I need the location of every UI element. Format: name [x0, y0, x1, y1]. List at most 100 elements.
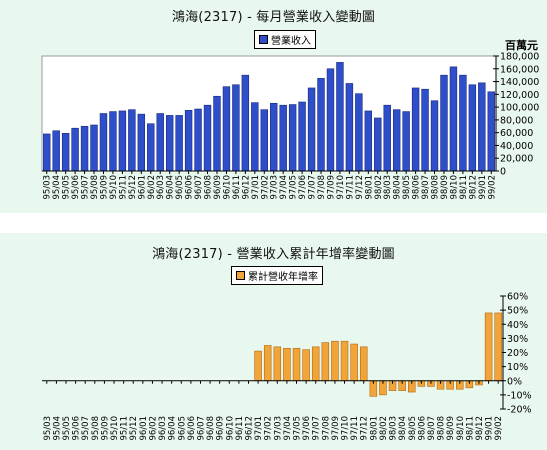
revenue-x-tick-label: 98/09 [440, 175, 450, 200]
revenue-x-tick-label: 98/05 [402, 175, 412, 200]
revenue-y-tick-label: 180,000 [500, 52, 539, 63]
revenue-y-unit-label: 百萬元 [505, 39, 538, 52]
revenue-bar [374, 117, 382, 172]
growth-x-tick-label: 96/01 [139, 416, 149, 441]
revenue-bar [288, 104, 297, 172]
revenue-bar [165, 115, 174, 172]
revenue-x-tick-label: 95/07 [81, 175, 91, 200]
growth-x-tick-label: 97/01 [254, 416, 264, 441]
revenue-bar [99, 113, 108, 172]
revenue-x-tick-label: 98/12 [468, 175, 478, 200]
revenue-x-tick-label: 96/09 [213, 175, 223, 200]
growth-x-tick-label: 98/04 [398, 416, 408, 441]
growth-x-tick-label: 99/02 [494, 416, 504, 441]
growth-x-tick-label: 98/09 [446, 416, 456, 441]
growth-x-tick-label: 96/12 [244, 416, 254, 441]
revenue-x-tick-label: 98/10 [449, 175, 459, 200]
growth-x-tick-label: 97/12 [360, 416, 370, 441]
growth-bar [273, 346, 282, 382]
revenue-x-tick-label: 95/06 [71, 175, 81, 200]
growth-bar [254, 350, 262, 382]
revenue-x-tick-label: 96/06 [185, 175, 195, 200]
growth-x-tick-label: 95/12 [129, 416, 139, 441]
revenue-chart-title: 鴻海(2317) - 每月營業收入變動圖 [171, 10, 376, 25]
revenue-x-tick-label: 96/04 [166, 175, 176, 200]
growth-y-tick-label: 40% [507, 320, 528, 331]
growth-bar [340, 340, 349, 382]
revenue-x-tick-label: 97/04 [279, 175, 289, 200]
growth-bar [359, 346, 368, 382]
growth-bar [331, 340, 339, 382]
growth-y-tick-label: -20% [507, 405, 532, 416]
revenue-x-tick-label: 96/02 [147, 175, 157, 200]
revenue-bar [203, 104, 212, 172]
revenue-bar [402, 111, 410, 172]
revenue-bar [279, 104, 287, 172]
revenue-bar [90, 124, 98, 172]
revenue-bar [194, 108, 202, 172]
revenue-x-tick-label: 96/03 [156, 175, 166, 200]
revenue-bar [251, 102, 259, 172]
growth-x-tick-label: 96/08 [206, 416, 216, 441]
growth-x-tick-label: 98/12 [475, 416, 485, 441]
growth-x-tick-label: 97/11 [350, 416, 360, 441]
revenue-bar [43, 133, 51, 172]
growth-bar [263, 345, 272, 382]
growth-y-tick-label: 30% [507, 334, 528, 345]
revenue-bar [61, 133, 70, 172]
growth-x-tick-label: 98/01 [369, 416, 379, 441]
growth-y-tick-label: 20% [507, 348, 528, 359]
revenue-bar [52, 130, 60, 172]
growth-y-tick-label: 60% [507, 292, 528, 303]
growth-bar [321, 342, 330, 382]
growth-x-tick-label: 98/03 [389, 416, 399, 441]
growth-bar [311, 346, 320, 382]
growth-x-tick-label: 97/09 [331, 416, 341, 441]
revenue-bar [364, 110, 373, 172]
growth-chart-panel: 鴻海(2317) - 營業收入累計年增率變動圖 累計營收年增率 -20% -10%… [0, 233, 547, 450]
revenue-legend-swatch [259, 35, 268, 44]
revenue-bar [71, 127, 79, 172]
revenue-x-tick-label: 96/12 [241, 175, 251, 200]
revenue-bar [421, 88, 429, 172]
revenue-x-tick-label: 95/10 [109, 175, 119, 200]
revenue-x-tick-label: 97/05 [289, 175, 299, 200]
growth-x-tick-label: 98/05 [408, 416, 418, 441]
growth-bar [292, 347, 301, 382]
revenue-bar [270, 102, 278, 172]
growth-x-tick-label: 96/10 [225, 416, 235, 441]
revenue-y-tick-label: 0 [500, 167, 506, 178]
revenue-x-tick-label: 96/10 [222, 175, 232, 200]
growth-x-tick-label: 95/03 [43, 416, 53, 441]
revenue-bar [392, 109, 401, 172]
revenue-bar [118, 110, 127, 172]
revenue-x-tick-label: 99/02 [487, 175, 497, 200]
growth-x-tick-label: 95/04 [52, 416, 62, 441]
growth-x-tick-label: 96/06 [187, 416, 197, 441]
revenue-bar [487, 91, 495, 172]
growth-x-tick-label: 97/06 [302, 416, 312, 441]
revenue-x-tick-label: 96/05 [175, 175, 185, 200]
revenue-x-tick-label: 95/12 [128, 175, 138, 200]
revenue-legend: 營業收入 [254, 30, 316, 49]
growth-x-tick-label: 98/06 [417, 416, 427, 441]
growth-x-tick-label: 96/09 [216, 416, 226, 441]
revenue-bar [478, 82, 486, 172]
revenue-bar [345, 83, 354, 172]
revenue-bar [156, 113, 164, 172]
growth-x-tick-label: 96/03 [158, 416, 168, 441]
revenue-x-tick-label: 96/01 [137, 175, 147, 200]
growth-x-tick-label: 95/07 [81, 416, 91, 441]
revenue-x-tick-label: 98/08 [431, 175, 441, 200]
revenue-bar [298, 101, 306, 172]
revenue-x-tick-label: 98/11 [459, 175, 469, 200]
revenue-bar [137, 113, 146, 172]
growth-x-tick-label: 95/11 [120, 416, 130, 441]
growth-x-tick-label: 95/09 [100, 416, 110, 441]
growth-x-tick-label: 95/08 [91, 416, 101, 441]
growth-chart-title: 鴻海(2317) - 營業收入累計年增率變動圖 [152, 247, 395, 262]
growth-chart-svg: -20%-10%0%10%20%30%40%50%60%95/03 95/04 95… [42, 292, 532, 441]
growth-x-tick-label: 96/05 [177, 416, 187, 441]
revenue-y-tick-label: 80,000 [500, 115, 533, 126]
growth-x-tick-label: 96/04 [168, 416, 178, 441]
